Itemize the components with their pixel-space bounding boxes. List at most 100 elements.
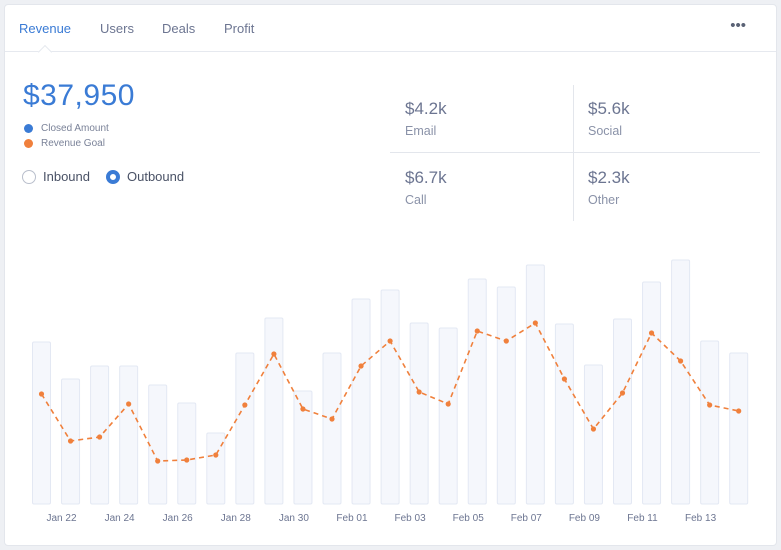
x-tick-label: Feb 09 — [569, 513, 601, 524]
x-tick-label: Jan 30 — [279, 513, 309, 524]
legend-item-revenue-goal: Revenue Goal — [24, 138, 105, 149]
stat-other: $2.3k Other — [573, 153, 758, 221]
goal-line-point — [736, 408, 742, 414]
x-tick-label: Feb 07 — [511, 513, 543, 524]
goal-line-point — [38, 391, 45, 397]
stat-value: $5.6k — [588, 99, 630, 118]
goal-line-point — [416, 389, 422, 395]
x-axis-labels: Jan 22 Jan 24 Jan 26 Jan 28 Jan 30 Feb 01 Feb … — [46, 513, 716, 524]
chart-bar — [264, 317, 284, 505]
legend-item-closed-amount: Closed Amount — [24, 123, 109, 134]
chart-bar — [700, 340, 720, 505]
stat-social: $5.6k Social — [573, 85, 758, 153]
chart-bar — [554, 323, 574, 505]
orange-dot-icon — [24, 139, 33, 148]
chart-bar — [119, 365, 139, 505]
chart-bar — [148, 384, 168, 505]
active-tab-indicator — [37, 44, 53, 60]
stat-call: $6.7k Call — [390, 153, 575, 221]
radio-checked-icon[interactable] — [106, 169, 120, 184]
chart-bar — [583, 364, 603, 505]
stat-label: Other — [588, 193, 620, 207]
radio-unchecked-icon[interactable] — [22, 169, 36, 184]
goal-line-point — [126, 401, 132, 407]
x-tick-label: Jan 28 — [221, 513, 251, 524]
chart-bar — [438, 327, 458, 505]
more-options-icon[interactable]: ••• — [730, 17, 746, 34]
stat-label: Call — [405, 193, 427, 207]
goal-line-point — [619, 390, 626, 396]
x-tick-label: Feb 03 — [395, 513, 427, 524]
stat-value: $2.3k — [588, 168, 630, 187]
x-tick-label: Jan 26 — [163, 513, 193, 524]
legend-label: Closed Amount — [41, 123, 109, 134]
goal-line-point — [213, 452, 219, 458]
goal-line-point — [561, 376, 568, 382]
stats-divider-vertical — [573, 85, 574, 221]
x-tick-label: Jan 22 — [46, 513, 76, 524]
chart-bar — [671, 259, 691, 505]
chart-bar — [322, 352, 342, 505]
goal-line-point — [445, 401, 451, 407]
goal-line-point — [503, 338, 509, 344]
goal-line-series — [38, 320, 742, 464]
stat-value: $4.2k — [405, 99, 447, 118]
chart-bar — [293, 390, 313, 505]
direction-filter: Inbound Outbound — [22, 169, 200, 184]
radio-inbound[interactable]: Inbound — [22, 169, 90, 184]
closed-amount-value: $37,950 — [23, 79, 135, 112]
stats-divider-horizontal — [390, 152, 760, 153]
goal-line-point — [590, 426, 597, 432]
goal-line-point — [678, 358, 684, 364]
revenue-chart: Jan 22 Jan 24 Jan 26 Jan 28 Jan 30 Feb 01 Feb … — [32, 259, 749, 524]
goal-line-point — [300, 406, 306, 412]
tab-revenue[interactable]: Revenue — [19, 21, 72, 36]
chart-bar — [525, 264, 545, 505]
chart-bar — [613, 318, 632, 505]
chart-bar — [642, 281, 662, 505]
goal-line-point — [648, 330, 655, 336]
chart-bar — [496, 286, 516, 505]
x-tick-label: Feb 01 — [336, 513, 368, 524]
bar-series — [32, 259, 749, 505]
radio-label: Inbound — [43, 169, 90, 184]
stat-value: $6.7k — [405, 168, 447, 187]
tab-bar: Revenue Users Deals Profit ••• — [5, 5, 776, 60]
stat-label: Email — [405, 124, 437, 138]
x-tick-label: Feb 05 — [453, 513, 485, 524]
radio-outbound[interactable]: Outbound — [106, 169, 184, 184]
x-tick-label: Feb 11 — [627, 513, 658, 524]
stat-label: Social — [588, 124, 623, 138]
chart-bar — [380, 289, 400, 505]
stat-email: $4.2k Email — [390, 85, 575, 153]
chart-bar — [32, 341, 51, 505]
chart-bar — [206, 432, 226, 505]
blue-dot-icon — [24, 124, 33, 133]
goal-line-point — [474, 328, 480, 334]
tab-profit[interactable]: Profit — [224, 21, 255, 36]
goal-line-point — [532, 320, 538, 326]
revenue-card: Revenue Users Deals Profit ••• $37,950 C… — [4, 4, 777, 546]
chart-bar — [351, 298, 371, 505]
goal-line-point — [358, 363, 364, 369]
goal-line-point — [155, 458, 161, 464]
goal-line-point — [387, 338, 393, 344]
goal-line-point — [242, 402, 248, 408]
goal-line-point — [271, 351, 277, 357]
tab-users[interactable]: Users — [100, 21, 134, 36]
radio-label: Outbound — [127, 169, 185, 184]
chart-bar — [235, 352, 255, 505]
channel-stats-grid: $4.2k Email $5.6k Social $6.7k Call $2.3… — [390, 85, 760, 221]
chart-bar — [729, 352, 749, 505]
goal-line-point — [707, 402, 713, 408]
goal-line-point — [67, 438, 74, 444]
goal-line-point — [329, 416, 335, 422]
goal-line-point — [184, 457, 190, 463]
chart-bar — [409, 322, 429, 505]
chart-bar — [467, 278, 487, 505]
goal-line-point — [97, 434, 103, 440]
tab-deals[interactable]: Deals — [162, 21, 196, 36]
x-tick-label: Feb 13 — [685, 513, 717, 524]
legend-label: Revenue Goal — [41, 138, 105, 149]
chart-bar — [177, 402, 197, 505]
